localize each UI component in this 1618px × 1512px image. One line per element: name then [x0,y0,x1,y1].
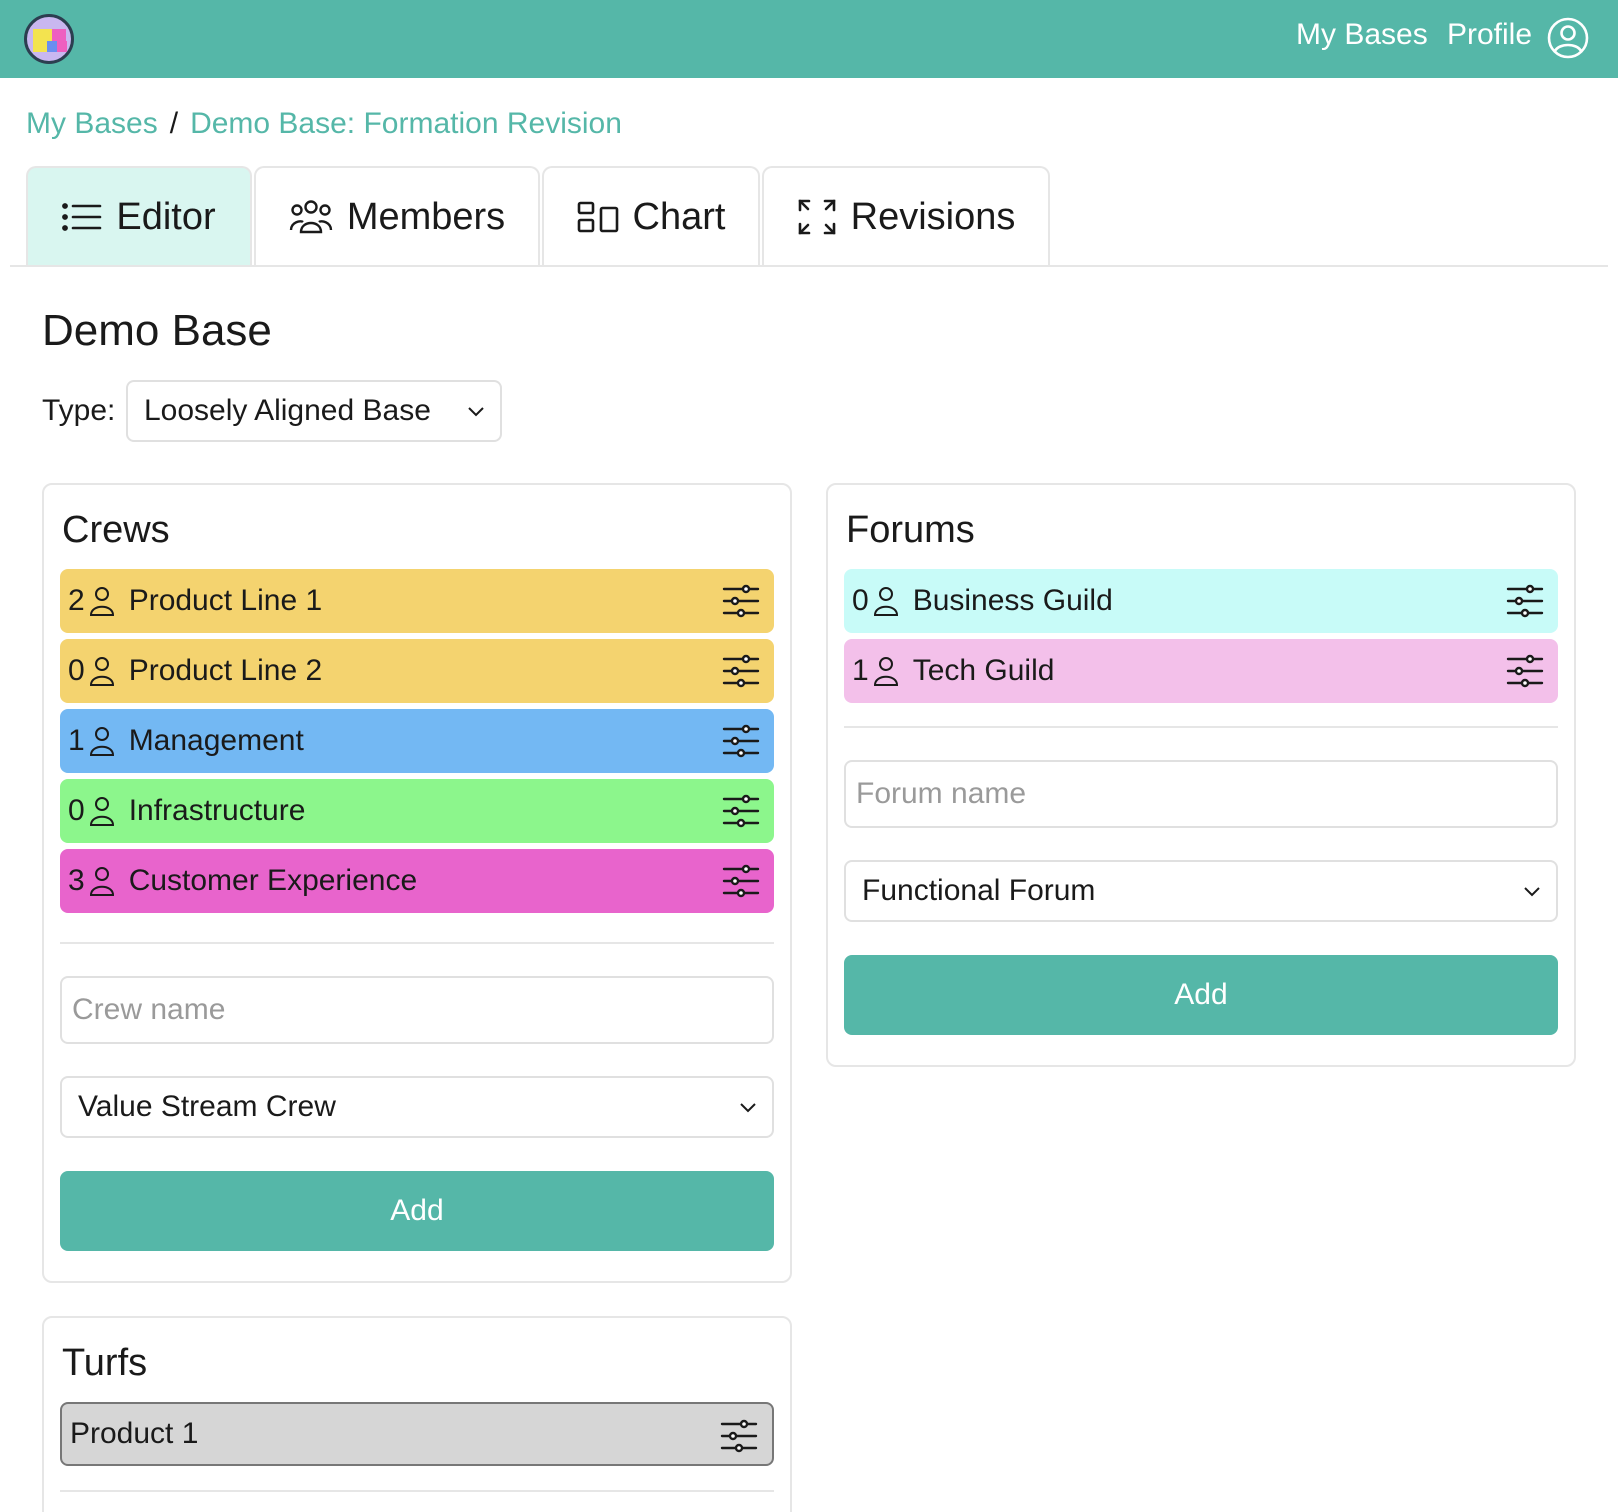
forum-item-name: Tech Guild [912,654,1055,687]
breadcrumb-current[interactable]: Demo Base: Formation Revision [190,107,622,140]
crews-title: Crews [62,509,170,551]
turfs-divider [60,1490,774,1492]
tab-revisions-label: Revisions [850,195,1016,238]
person-icon [89,727,114,756]
tab-chart[interactable]: Chart [542,166,760,266]
crew-item[interactable]: 0 Product Line 2 [60,639,774,703]
forum-type-value: Functional Forum [862,874,1096,907]
crew-item[interactable]: 1 Management [60,709,774,773]
crew-item-name: Product Line 2 [128,654,323,687]
nav-my-bases-link[interactable]: My Bases [1296,18,1428,51]
breadcrumb-my-bases[interactable]: My Bases [26,107,158,140]
type-label: Type: [42,394,116,427]
settings-sliders-icon[interactable] [722,584,760,618]
settings-sliders-icon[interactable] [720,1419,758,1453]
member-count: 1 [852,654,869,687]
page-title: Demo Base [42,306,272,355]
turf-item-name: Product 1 [70,1417,199,1450]
crew-item-name: Customer Experience [128,864,418,897]
crews-divider [60,942,774,944]
turfs-panel: Turfs Product 1 [42,1316,792,1512]
forums-divider [844,726,1558,728]
forum-type-select[interactable]: Functional Forum [844,860,1558,922]
settings-sliders-icon[interactable] [722,724,760,758]
nav-profile-link[interactable]: Profile [1447,18,1533,51]
chevron-down-icon [740,1103,756,1113]
base-type-value: Loosely Aligned Base [144,394,431,427]
forum-item[interactable]: 0 Business Guild [844,569,1558,633]
add-crew-button[interactable]: Add [60,1171,774,1251]
crew-type-select[interactable]: Value Stream Crew [60,1076,774,1138]
breadcrumb: My Bases / Demo Base: Formation Revision [26,107,622,141]
member-count: 2 [68,584,85,617]
tab-chart-label: Chart [632,195,726,238]
person-icon [89,587,114,616]
breadcrumb-separator: / [169,107,179,140]
chevron-down-icon [468,407,484,417]
crew-name-input[interactable] [60,976,774,1044]
expand-icon [798,199,835,235]
crews-panel: Crews 2 Product Line 1 0 Product Line 2 1 Man… [42,483,792,1283]
chevron-down-icon [1524,887,1540,897]
forum-item[interactable]: 1 Tech Guild [844,639,1558,703]
settings-sliders-icon[interactable] [1506,654,1544,688]
member-count: 0 [68,654,85,687]
crew-type-value: Value Stream Crew [78,1090,336,1123]
member-count: 0 [852,584,869,617]
person-icon [89,867,114,896]
settings-sliders-icon[interactable] [1506,584,1544,618]
settings-sliders-icon[interactable] [722,794,760,828]
users-icon [289,200,333,234]
tab-members[interactable]: Members [254,166,540,266]
list-icon [62,203,102,231]
add-forum-button[interactable]: Add [844,955,1558,1035]
tab-members-label: Members [346,195,506,238]
crew-item[interactable]: 0 Infrastructure [60,779,774,843]
tab-editor[interactable]: Editor [26,166,252,266]
crew-item[interactable]: 2 Product Line 1 [60,569,774,633]
chart-icon [577,201,618,233]
forums-title: Forums [846,509,975,551]
person-icon [89,657,114,686]
app-logo[interactable] [24,14,74,64]
settings-sliders-icon[interactable] [722,654,760,688]
forums-panel: Forums 0 Business Guild 1 Tech Guild Functi… [826,483,1576,1067]
member-count: 1 [68,724,85,757]
base-type-select[interactable]: Loosely Aligned Base [126,380,502,442]
crew-item-name: Product Line 1 [128,584,323,617]
tab-revisions[interactable]: Revisions [762,166,1050,266]
crew-item-name: Infrastructure [128,794,306,827]
settings-sliders-icon[interactable] [722,864,760,898]
member-count: 0 [68,794,85,827]
person-icon [89,797,114,826]
tabs-divider [10,265,1608,267]
turfs-title: Turfs [62,1342,148,1384]
tab-editor-label: Editor [116,195,216,238]
top-navbar: My Bases Profile [0,0,1618,78]
crew-item[interactable]: 3 Customer Experience [60,849,774,913]
profile-icon[interactable] [1547,17,1589,59]
person-icon [873,587,898,616]
turf-item[interactable]: Product 1 [60,1402,774,1466]
person-icon [873,657,898,686]
forum-item-name: Business Guild [912,584,1113,617]
crew-item-name: Management [128,724,304,757]
member-count: 3 [68,864,85,897]
forum-name-input[interactable] [844,760,1558,828]
